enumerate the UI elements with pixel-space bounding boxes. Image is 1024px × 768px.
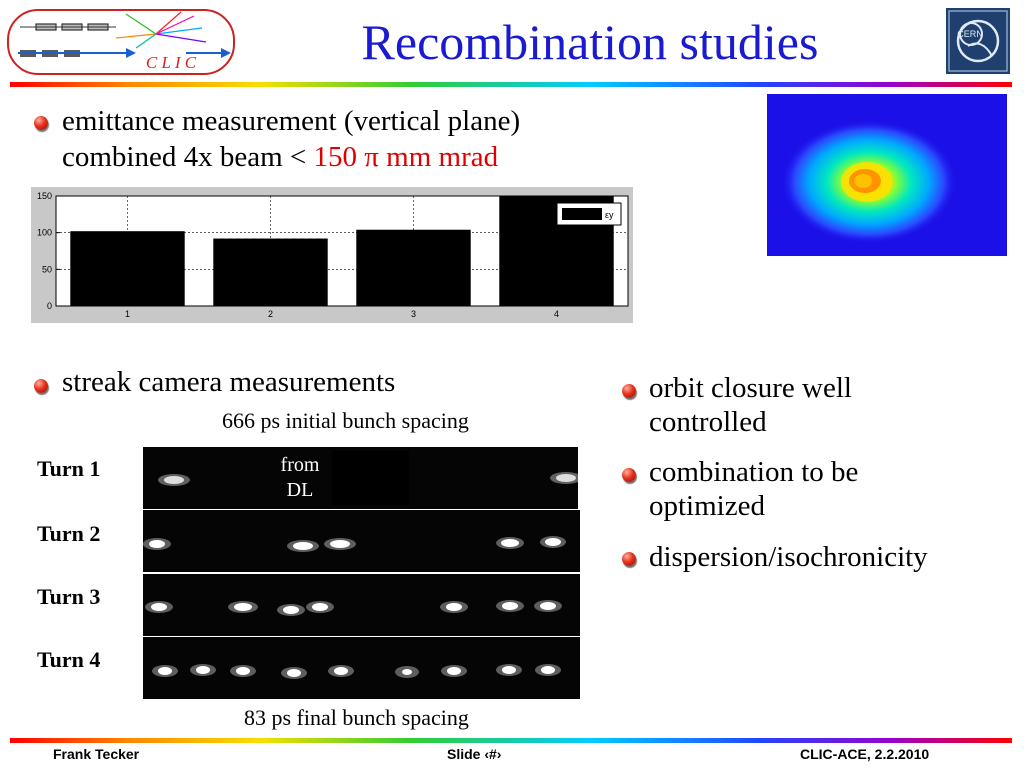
x-tick-label: 1 bbox=[125, 309, 130, 319]
turn-label-1: Turn 1 bbox=[37, 456, 101, 481]
slide-title: Recombination studies bbox=[361, 14, 819, 70]
x-tick-label: 2 bbox=[268, 309, 273, 319]
bullet-icon bbox=[622, 384, 636, 398]
beam-profile-image bbox=[767, 94, 1007, 256]
bullet-emittance: emittance measurement (vertical plane) c… bbox=[62, 103, 762, 175]
bullet-icon bbox=[622, 552, 636, 566]
header-rainbow-rule bbox=[10, 82, 1012, 87]
bullet-icon bbox=[622, 468, 636, 482]
chart-y-ticks: 0 50 100 150 bbox=[37, 191, 60, 311]
cern-logo-text: CERN bbox=[957, 29, 983, 39]
legend-swatch bbox=[562, 208, 602, 220]
caption-initial-spacing: 666 ps initial bunch spacing bbox=[222, 408, 469, 433]
chart-x-ticks: 1 2 3 4 bbox=[125, 309, 559, 319]
bar-3 bbox=[356, 229, 471, 306]
turn-label-4: Turn 4 bbox=[37, 647, 101, 672]
clic-logo: C L I C bbox=[7, 9, 235, 75]
emittance-prefix: combined 4x beam < bbox=[62, 141, 314, 173]
chart-legend: εy bbox=[556, 202, 622, 226]
turn-label-2: Turn 2 bbox=[37, 521, 101, 546]
y-tick-label: 100 bbox=[37, 228, 52, 238]
bullet-dispersion: dispersion/isochronicity bbox=[649, 541, 928, 573]
streak-image-turn-4 bbox=[143, 637, 580, 699]
bar-1 bbox=[70, 231, 185, 306]
streak-image-turn-3 bbox=[143, 574, 580, 636]
emittance-value: 150 π mm mrad bbox=[313, 141, 499, 173]
streak-image-turn-2 bbox=[143, 510, 580, 572]
streak-image-turn-1 bbox=[143, 447, 578, 509]
bullet-combination: combination to be optimized bbox=[649, 456, 859, 522]
bullet-icon bbox=[34, 116, 48, 130]
bullet-orbit: orbit closure well controlled bbox=[649, 372, 852, 438]
emittance-bar-chart: 0 50 100 150 1 2 3 4 εy bbox=[31, 187, 633, 323]
footer-rainbow-rule bbox=[10, 738, 1012, 743]
bullet-streak: streak camera measurements bbox=[62, 366, 396, 398]
footer-slide-number: Slide ‹#› bbox=[447, 746, 502, 762]
emittance-line-1: emittance measurement (vertical plane) bbox=[62, 105, 521, 137]
footer-event: CLIC-ACE, 2.2.2010 bbox=[800, 746, 930, 762]
from-dl-label: from DL bbox=[280, 454, 320, 501]
legend-label: εy bbox=[605, 210, 614, 220]
caption-final-spacing: 83 ps final bunch spacing bbox=[244, 705, 469, 730]
cern-logo: CERN bbox=[946, 8, 1010, 74]
bar-2 bbox=[213, 238, 328, 306]
turn-label-3: Turn 3 bbox=[37, 584, 101, 609]
y-tick-label: 50 bbox=[42, 264, 52, 274]
x-tick-label: 3 bbox=[411, 309, 416, 319]
bullet-icon bbox=[34, 379, 48, 393]
clic-logo-text: C L I C bbox=[146, 53, 197, 72]
emittance-line-2: combined 4x beam < 150 π mm mrad bbox=[62, 139, 762, 175]
footer-author: Frank Tecker bbox=[53, 746, 140, 762]
x-tick-label: 4 bbox=[554, 309, 559, 319]
y-tick-label: 0 bbox=[47, 301, 52, 311]
y-tick-label: 150 bbox=[37, 191, 52, 201]
